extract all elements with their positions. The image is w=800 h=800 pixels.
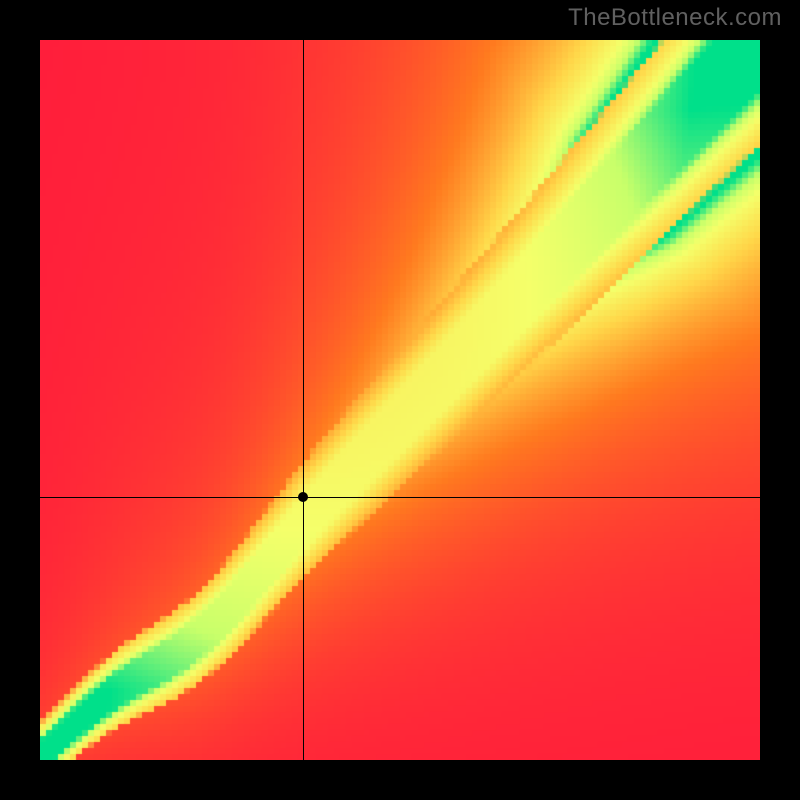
crosshair-marker-dot	[298, 492, 308, 502]
crosshair-vertical	[303, 40, 304, 760]
bottleneck-chart-frame: TheBottleneck.com	[0, 0, 800, 800]
watermark-text: TheBottleneck.com	[568, 4, 782, 32]
heatmap-canvas	[40, 40, 760, 760]
crosshair-horizontal	[40, 497, 760, 498]
heatmap-plot-area	[40, 40, 760, 760]
